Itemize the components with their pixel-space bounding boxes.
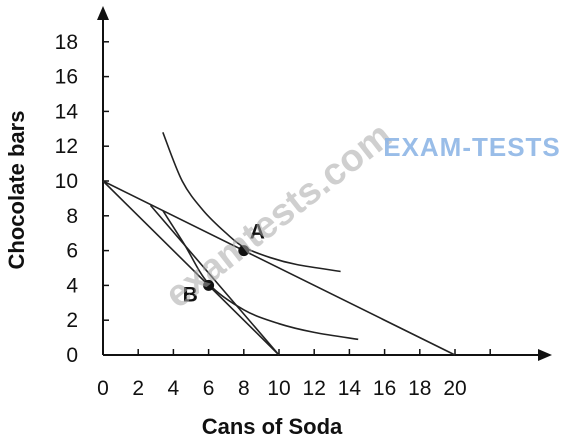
x-tick-label: 20 (443, 377, 466, 400)
x-tick-label: 8 (238, 377, 250, 400)
plot-layer (102, 131, 456, 356)
y-tick-label: 4 (66, 274, 78, 297)
y-axis-arrow (97, 6, 109, 20)
x-tick-label: 16 (373, 377, 396, 400)
label-layer: Cans of Soda Chocolate bars 0 2 4 6 8 10 12 14 1… (4, 31, 467, 439)
x-tick-label: 14 (338, 377, 362, 400)
y-tick-label: 8 (66, 205, 78, 228)
y-tick-label: 10 (55, 170, 78, 193)
x-tick-label: 2 (132, 377, 144, 400)
point-b-marker (203, 279, 215, 291)
y-tick-label: 14 (55, 100, 79, 123)
watermark-brand: EXAM-TESTS (383, 132, 561, 162)
y-tick-label: 12 (55, 135, 78, 158)
x-tick-label: 4 (168, 377, 180, 400)
indifference-curve-2 (162, 210, 359, 341)
x-tick-label: 0 (97, 377, 109, 400)
y-tick-label: 6 (66, 240, 78, 263)
watermark-text: examtests.com (157, 114, 399, 316)
y-axis-title: Chocolate bars (4, 111, 29, 270)
axes-layer (97, 6, 552, 361)
y-tick-label: 0 (66, 344, 78, 367)
x-tick-label: 10 (267, 377, 290, 400)
point-a-label: A (250, 221, 265, 244)
budget-line-3 (149, 204, 280, 356)
x-axis-arrow (538, 349, 552, 361)
indifference-curve-1 (162, 131, 341, 273)
point-b-label: B (183, 283, 198, 306)
y-tick-label: 16 (55, 66, 78, 89)
x-tick-label: 12 (303, 377, 326, 400)
x-axis-title: Cans of Soda (202, 414, 343, 438)
budget-line-2 (102, 180, 280, 356)
budget-line-1 (102, 180, 456, 356)
y-tick-label: 18 (55, 31, 78, 54)
x-tick-label: 6 (203, 377, 215, 400)
x-tick-label: 18 (408, 377, 431, 400)
y-tick-label: 2 (66, 309, 78, 332)
point-a-marker (238, 245, 250, 257)
watermark-layer: examtests.com EXAM-TESTS (157, 114, 561, 316)
